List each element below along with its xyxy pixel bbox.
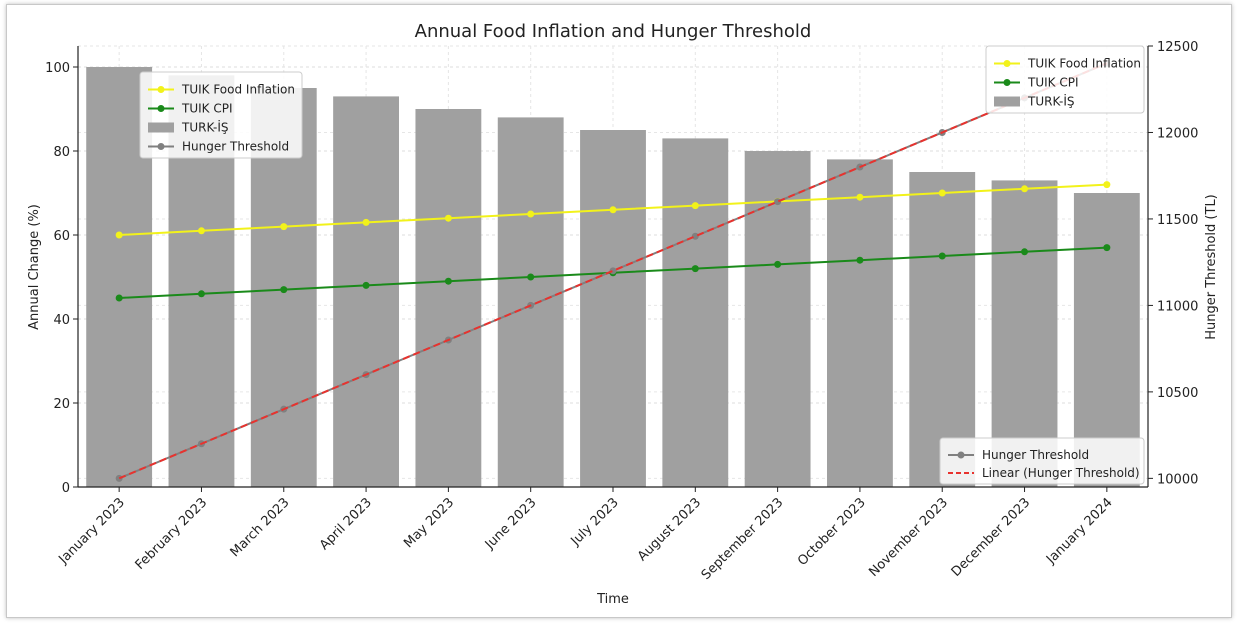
xtick-label-0: January 2023: [56, 495, 128, 567]
xtick-label-10: November 2023: [866, 495, 951, 580]
legend-box-upper-right: [985, 45, 1145, 114]
point-cpi-9: [856, 256, 864, 264]
bar-turk-is-3: [333, 96, 399, 488]
point-cpi-3: [362, 281, 370, 289]
bar-turk-is-6: [580, 130, 646, 487]
legend-lower-right: Hunger Threshold Linear (Hunger Threshold…: [939, 437, 1145, 485]
x-axis-label: Time: [596, 592, 629, 607]
point-food-inflation-11: [1021, 185, 1029, 193]
ytick-right-label-3: 11500: [1157, 213, 1198, 228]
point-food-inflation-6: [609, 206, 617, 214]
legend-label-hunger-threshold: Hunger Threshold: [982, 448, 1089, 462]
legend-marker-tuik-food-inflation: [157, 86, 165, 93]
xtick-label-5: June 2023: [482, 495, 540, 553]
ytick-left-label-4: 80: [53, 145, 70, 160]
legend-label-turk-i-: TURK-İŞ: [1027, 94, 1075, 109]
bar-turk-is-7: [662, 138, 729, 487]
point-cpi-8: [774, 260, 782, 268]
legend-label-tuik-food-inflation: TUIK Food Inflation: [181, 83, 295, 97]
ytick-left-label-2: 40: [53, 313, 70, 328]
xtick-label-12: January 2024: [1043, 495, 1115, 567]
point-cpi-2: [280, 286, 288, 294]
legend-box-upper-left: [139, 71, 303, 159]
legend-marker-hunger-threshold: [157, 143, 165, 150]
point-food-inflation-0: [115, 231, 123, 239]
point-cpi-12: [1103, 244, 1111, 252]
ytick-right-label-2: 11000: [1157, 299, 1198, 314]
point-food-inflation-2: [280, 223, 288, 231]
point-cpi-4: [444, 277, 452, 285]
ytick-left-label-1: 20: [53, 397, 70, 412]
bar-turk-is-4: [415, 109, 482, 487]
y-axis-right-label: Hunger Threshold (TL): [1204, 194, 1219, 340]
point-food-inflation-4: [444, 214, 452, 222]
legend-label-tuik-cpi: TUIK CPI: [1027, 76, 1079, 90]
legend-marker-tuik-cpi: [1003, 79, 1011, 86]
xtick-label-6: July 2023: [568, 495, 622, 549]
point-food-inflation-5: [527, 210, 535, 218]
ytick-right-label-5: 12500: [1157, 40, 1198, 55]
point-food-inflation-3: [362, 218, 370, 226]
xtick-label-9: October 2023: [795, 495, 869, 569]
bar-turk-is-11: [991, 180, 1058, 487]
legend-label-hunger-threshold: Hunger Threshold: [182, 140, 289, 154]
point-cpi-0: [115, 294, 123, 302]
chart-title: Annual Food Inflation and Hunger Thresho…: [415, 21, 812, 42]
legend-marker-tuik-food-inflation: [1003, 60, 1011, 67]
legend-label-tuik-food-inflation: TUIK Food Inflation: [1027, 57, 1141, 71]
point-food-inflation-7: [691, 202, 699, 210]
point-food-inflation-10: [938, 189, 946, 197]
xtick-label-4: May 2023: [401, 495, 457, 551]
legend-marker-hunger-threshold: [957, 451, 965, 459]
legend-label-turk-i-: TURK-İŞ: [181, 120, 229, 135]
point-cpi-1: [197, 290, 205, 298]
xtick-label-1: February 2023: [133, 495, 211, 573]
legend-upper-right: TUIK Food Inflation TUIK CPI TURK-İŞ: [985, 45, 1145, 114]
legend-swatch-turk-i-: [994, 96, 1020, 107]
xtick-label-2: March 2023: [228, 495, 293, 560]
legend-label-linear-hunger-threshold-: Linear (Hunger Threshold): [982, 466, 1140, 480]
point-food-inflation-1: [197, 227, 205, 235]
point-cpi-10: [938, 252, 946, 260]
trendline-hunger-threshold: [118, 62, 1108, 480]
bar-turk-is-10: [909, 172, 976, 487]
point-cpi-11: [1021, 248, 1029, 256]
xtick-label-11: December 2023: [949, 495, 1034, 580]
legend-swatch-turk-i-: [148, 122, 174, 133]
point-cpi-5: [527, 273, 535, 281]
xtick-label-8: September 2023: [699, 495, 787, 583]
ytick-right-label-4: 12000: [1157, 126, 1198, 141]
point-food-inflation-9: [856, 193, 864, 201]
bar-turk-is-9: [827, 159, 893, 487]
ytick-left-label-3: 60: [53, 229, 70, 244]
legend-upper-left: TUIK Food Inflation TUIK CPI TURK-İŞ Hunger…: [139, 71, 303, 159]
xtick-label-3: April 2023: [317, 495, 375, 553]
bar-turk-is-8: [744, 151, 811, 487]
ytick-right-label-1: 10500: [1157, 386, 1198, 401]
point-cpi-7: [691, 265, 699, 273]
ytick-left-label-0: 0: [62, 481, 70, 496]
y-axis-left-label: Annual Change (%): [27, 204, 42, 330]
ytick-left-label-5: 100: [45, 61, 70, 76]
xtick-label-7: August 2023: [635, 495, 704, 564]
ytick-right-label-0: 10000: [1157, 472, 1198, 487]
point-food-inflation-12: [1103, 181, 1111, 189]
legend-box-lower-right: [939, 437, 1145, 485]
legend-marker-tuik-cpi: [157, 105, 165, 112]
legend-label-tuik-cpi: TUIK CPI: [181, 102, 233, 116]
